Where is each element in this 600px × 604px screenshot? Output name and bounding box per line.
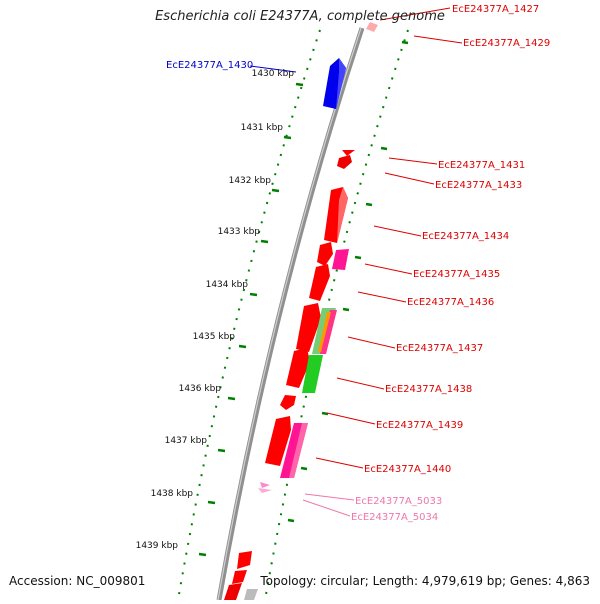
gene-1427 <box>366 22 378 32</box>
gene-label: EcE24377A_1430 <box>166 60 253 71</box>
gene-label: EcE24377A_1429 <box>463 38 550 49</box>
inner-tick-ring <box>264 29 409 601</box>
gene-label: EcE24377A_1433 <box>435 180 522 191</box>
kbp-tick <box>227 396 236 401</box>
gene-1438 <box>286 348 310 388</box>
genome-backbone <box>216 27 365 601</box>
inner-tick <box>365 202 373 207</box>
gene-label: EcE24377A_1434 <box>422 231 509 242</box>
kbp-tick <box>260 239 269 244</box>
outer-tick-ring <box>177 29 321 601</box>
gene-bottom-grey <box>244 589 258 600</box>
gene-bottom-3 <box>224 583 242 600</box>
kbp-label: 1439 kbp <box>136 541 179 551</box>
gene-1430-shade <box>336 58 346 109</box>
inner-ticks <box>287 40 409 523</box>
gene-1437-magenta <box>320 310 337 354</box>
leader-line <box>413 35 463 44</box>
gene-label: EcE24377A_1439 <box>376 420 463 431</box>
gene-label: EcE24377A_1438 <box>385 384 472 395</box>
inner-tick <box>321 411 329 416</box>
leader-line <box>364 263 413 275</box>
kbp-tick <box>207 500 216 505</box>
kbp-label: 1434 kbp <box>206 280 249 290</box>
topology-text: Topology: circular; Length: 4,979,619 bp… <box>260 574 590 588</box>
leader-line <box>384 172 435 185</box>
kbp-tick <box>217 448 226 453</box>
gene-1437-orange <box>318 312 331 352</box>
kbp-tick <box>238 344 247 349</box>
gene-bottom-1 <box>237 551 252 569</box>
kbp-label: 1432 kbp <box>229 176 272 186</box>
leader-line <box>336 377 385 390</box>
kbp-tick <box>271 188 280 193</box>
gene-1435b <box>332 249 349 270</box>
kbp-label: 1438 kbp <box>151 489 194 499</box>
gene-5033 <box>260 482 270 488</box>
inner-tick <box>401 40 409 45</box>
gene-label: EcE24377A_1435 <box>413 269 500 280</box>
kbp-tick <box>198 552 207 557</box>
gene-5034 <box>258 488 272 493</box>
gene-1437 <box>296 303 321 352</box>
kbp-label: 1437 kbp <box>165 436 208 446</box>
gene-label: EcE24377A_1436 <box>407 297 494 308</box>
kbp-tick <box>249 292 258 297</box>
gene-1434-shade <box>337 187 348 243</box>
kbp-label: 1436 kbp <box>179 384 222 394</box>
leader-line <box>326 412 376 425</box>
leader-line <box>373 225 422 237</box>
inner-tick <box>300 466 308 471</box>
gene-label: EcE24377A_5033 <box>355 496 442 507</box>
gene-label: EcE24377A_1440 <box>364 464 451 475</box>
kbp-label: 1430 kbp <box>252 69 295 79</box>
inner-tick <box>380 146 388 151</box>
kbp-tick <box>295 82 304 87</box>
kbp-labels: 1430 kbp 1431 kbp 1432 kbp 1433 kbp 1434… <box>136 69 295 551</box>
leader-line <box>304 493 355 501</box>
leader-line <box>388 157 438 165</box>
kbp-ticks <box>198 82 304 557</box>
kbp-tick <box>283 135 292 140</box>
gene-1436 <box>309 264 330 301</box>
leader-line <box>315 457 364 469</box>
gene-1435 <box>317 242 333 266</box>
map-title: Escherichia coli E24377A, complete genom… <box>155 9 445 24</box>
leader-line <box>302 499 351 517</box>
gene-1438-green <box>302 355 323 393</box>
leader-line <box>379 7 451 21</box>
leader-line <box>357 291 407 303</box>
gene-1440-magenta-shade <box>289 423 308 478</box>
gene-label: EcE24377A_1427 <box>452 4 539 15</box>
leader-line <box>347 336 396 349</box>
gene-labels: EcE24377A_1427 EcE24377A_1429 EcE24377A_… <box>166 4 550 523</box>
gene-1440 <box>265 416 291 466</box>
kbp-label: 1431 kbp <box>241 123 284 133</box>
leader-lines <box>249 7 463 517</box>
inner-tick <box>342 307 350 312</box>
genome-backbone-highlight <box>217 27 362 601</box>
gene-label: EcE24377A_1431 <box>438 160 525 171</box>
inner-tick <box>354 255 362 260</box>
gene-label: EcE24377A_1437 <box>396 343 483 354</box>
gene-1433 <box>337 155 352 169</box>
kbp-label: 1433 kbp <box>218 227 261 237</box>
gene-1431 <box>342 150 355 156</box>
gene-bottom-2 <box>232 570 247 584</box>
gene-1439 <box>280 395 296 410</box>
genes <box>224 22 378 600</box>
leader-line <box>249 65 297 73</box>
inner-tick <box>287 518 295 523</box>
kbp-label: 1435 kbp <box>193 332 236 342</box>
accession-text: Accession: NC_009801 <box>9 574 146 588</box>
gene-label: EcE24377A_5034 <box>351 512 438 523</box>
